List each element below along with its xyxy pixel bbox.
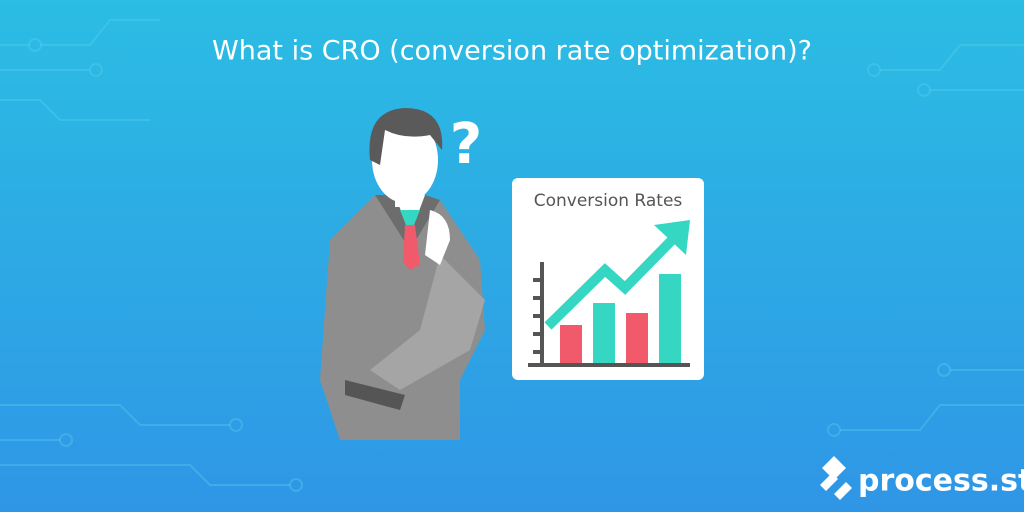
title: What is CRO (conversion rate optimizatio… bbox=[212, 36, 812, 67]
chart-card: Conversion Rates bbox=[512, 178, 704, 380]
man-illustration bbox=[320, 108, 485, 440]
card-title: Conversion Rates bbox=[534, 191, 683, 211]
circuit-lines bbox=[0, 19, 1024, 492]
question-mark: ? bbox=[450, 112, 482, 177]
logo-text: process.st bbox=[858, 464, 1024, 499]
logo-icon bbox=[820, 456, 852, 500]
